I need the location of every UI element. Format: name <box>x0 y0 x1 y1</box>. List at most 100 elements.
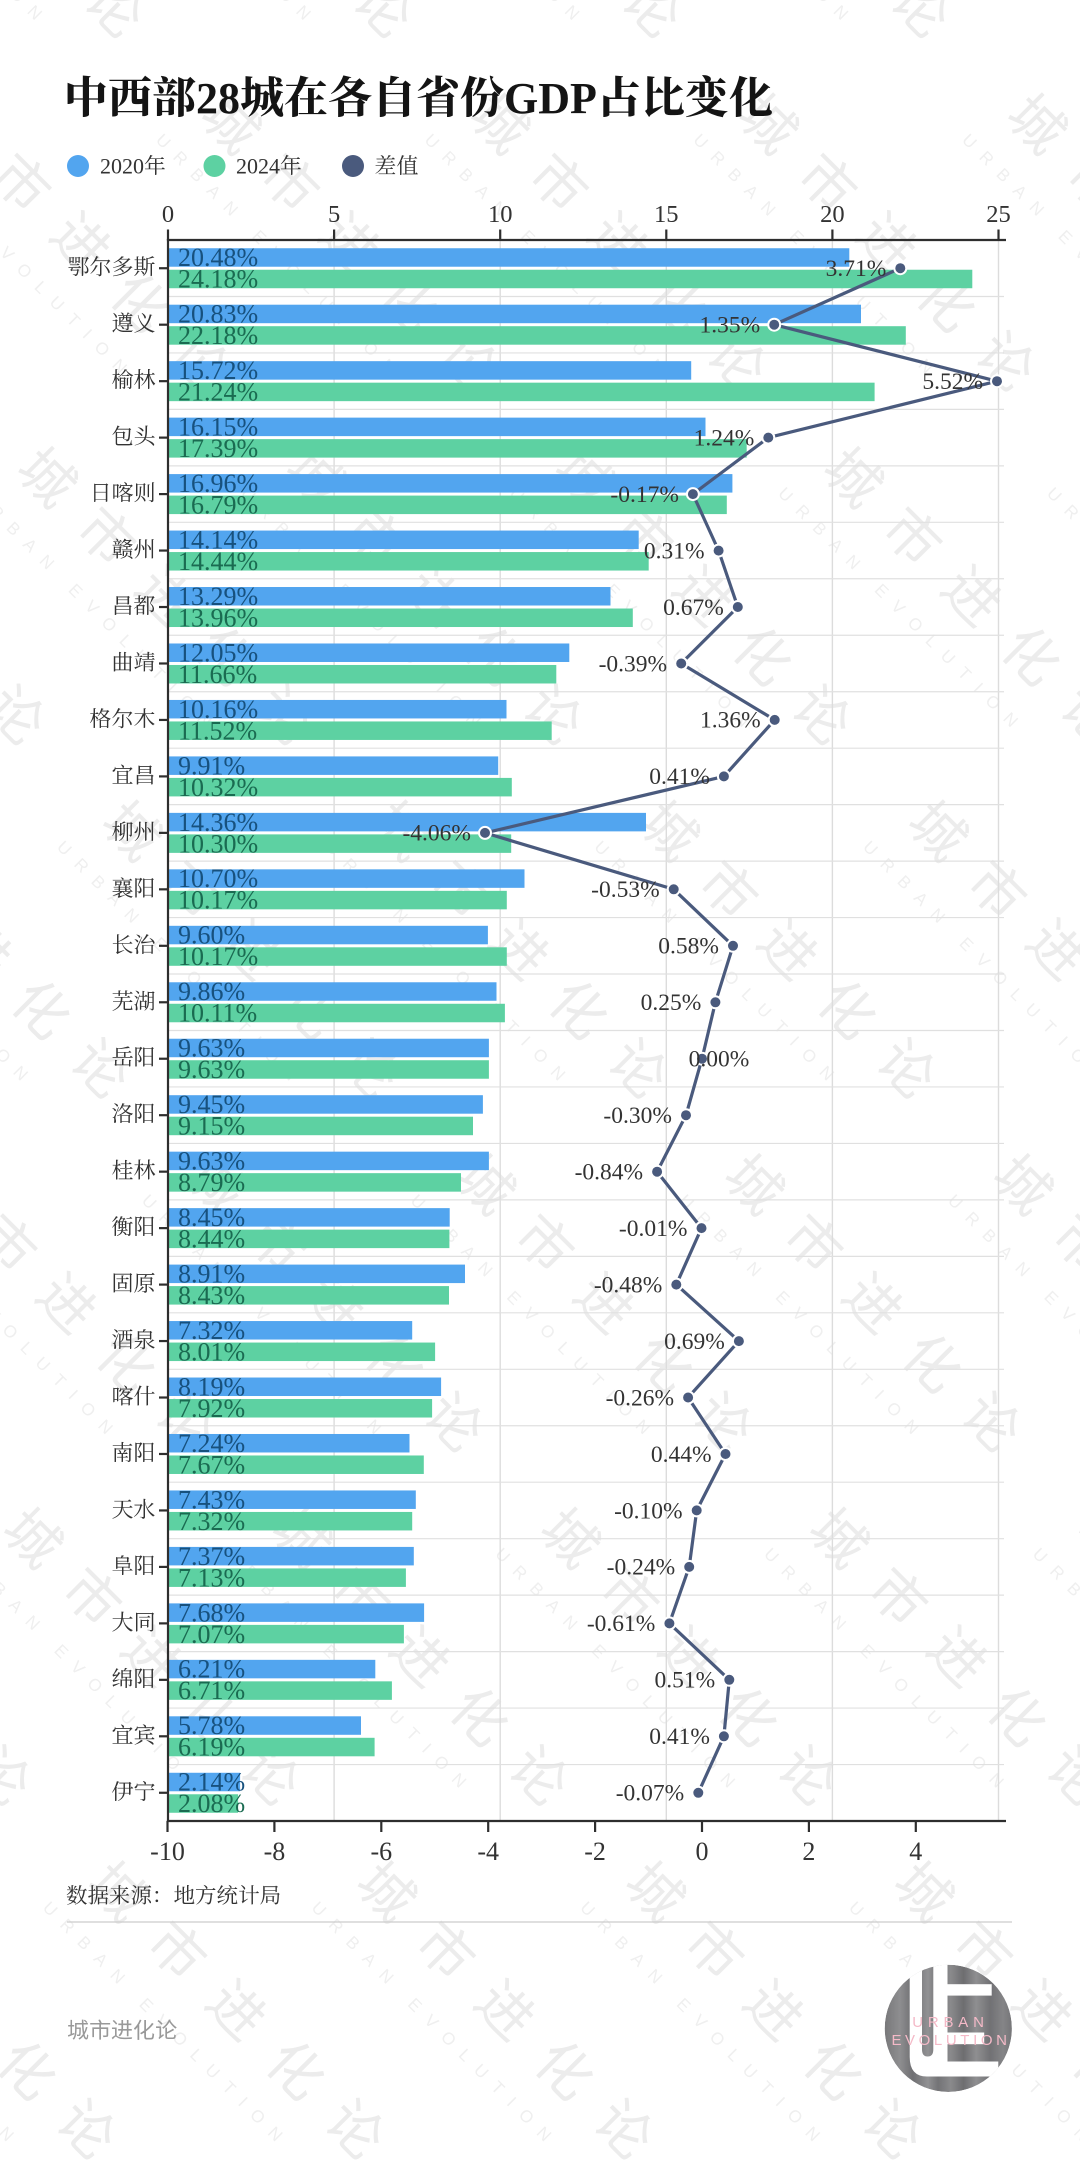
svg-text:16.79%: 16.79% <box>178 490 258 519</box>
svg-text:绵阳: 绵阳 <box>111 1662 155 1693</box>
svg-text:0: 0 <box>162 201 174 228</box>
svg-text:8.79%: 8.79% <box>178 1168 245 1197</box>
svg-text:9.60%: 9.60% <box>178 921 245 950</box>
svg-text:-0.53%: -0.53% <box>591 877 660 903</box>
svg-text:岳阳: 岳阳 <box>111 1041 155 1072</box>
svg-text:-0.10%: -0.10% <box>614 1498 683 1524</box>
svg-text:-10: -10 <box>150 1837 185 1866</box>
svg-text:天水: 天水 <box>111 1493 155 1524</box>
svg-text:6.21%: 6.21% <box>178 1655 245 1684</box>
svg-text:0.67%: 0.67% <box>663 595 724 621</box>
svg-text:7.43%: 7.43% <box>178 1485 245 1514</box>
svg-text:8.43%: 8.43% <box>178 1281 245 1310</box>
svg-text:9.63%: 9.63% <box>178 1055 245 1084</box>
svg-text:昌都: 昌都 <box>111 590 155 621</box>
svg-text:10.16%: 10.16% <box>178 695 258 724</box>
svg-text:7.32%: 7.32% <box>178 1507 245 1536</box>
svg-text:城市进化论: 城市进化论 <box>67 2013 177 2045</box>
svg-text:0.41%: 0.41% <box>649 1724 710 1750</box>
svg-text:0.41%: 0.41% <box>649 764 710 790</box>
svg-text:6.19%: 6.19% <box>178 1733 245 1762</box>
svg-text:-0.26%: -0.26% <box>606 1385 675 1411</box>
svg-text:7.13%: 7.13% <box>178 1563 245 1592</box>
svg-text:9.91%: 9.91% <box>178 751 245 780</box>
svg-text:宜宾: 宜宾 <box>111 1719 155 1750</box>
svg-text:12.05%: 12.05% <box>178 638 258 667</box>
svg-text:伊宁: 伊宁 <box>111 1775 155 1806</box>
svg-text:10: 10 <box>488 201 513 228</box>
svg-text:10.17%: 10.17% <box>178 942 258 971</box>
svg-text:11.66%: 11.66% <box>178 660 257 689</box>
svg-text:9.86%: 9.86% <box>178 977 245 1006</box>
svg-text:0: 0 <box>696 1837 709 1866</box>
svg-text:格尔木: 格尔木 <box>89 702 155 733</box>
svg-text:14.44%: 14.44% <box>178 547 258 576</box>
svg-text:7.32%: 7.32% <box>178 1316 245 1345</box>
svg-text:遵义: 遵义 <box>111 307 155 338</box>
svg-text:-0.30%: -0.30% <box>603 1103 672 1129</box>
svg-text:-0.24%: -0.24% <box>607 1555 676 1581</box>
svg-text:6.71%: 6.71% <box>178 1676 245 1705</box>
svg-text:15.72%: 15.72% <box>178 356 258 385</box>
svg-text:1.35%: 1.35% <box>699 312 760 338</box>
svg-text:1.36%: 1.36% <box>700 708 761 734</box>
svg-text:14.36%: 14.36% <box>178 808 258 837</box>
svg-text:10.17%: 10.17% <box>178 886 258 915</box>
svg-text:酒泉: 酒泉 <box>111 1324 155 1355</box>
svg-text:7.67%: 7.67% <box>178 1450 245 1479</box>
svg-text:7.68%: 7.68% <box>178 1598 245 1627</box>
svg-text:9.45%: 9.45% <box>178 1090 245 1119</box>
svg-text:固原: 固原 <box>111 1267 155 1298</box>
svg-text:南阳: 南阳 <box>111 1436 155 1467</box>
svg-text:17.39%: 17.39% <box>178 434 258 463</box>
svg-text:8.45%: 8.45% <box>178 1203 245 1232</box>
svg-text:中西部28城在各自省份GDP占比变化: 中西部28城在各自省份GDP占比变化 <box>64 62 773 126</box>
svg-text:0.31%: 0.31% <box>644 538 705 564</box>
svg-text:5.52%: 5.52% <box>922 369 983 395</box>
svg-text:5.78%: 5.78% <box>178 1711 245 1740</box>
svg-text:20.48%: 20.48% <box>178 243 258 272</box>
svg-text:2.08%: 2.08% <box>178 1789 245 1818</box>
svg-text:21.24%: 21.24% <box>178 378 258 407</box>
svg-text:9.63%: 9.63% <box>178 1034 245 1063</box>
svg-text:URBAN: URBAN <box>912 2014 989 2031</box>
svg-text:鄂尔多斯: 鄂尔多斯 <box>67 251 155 282</box>
svg-text:1.24%: 1.24% <box>694 425 755 451</box>
svg-text:大同: 大同 <box>111 1606 155 1637</box>
svg-text:柳州: 柳州 <box>111 815 155 846</box>
svg-text:EVOLUTION: EVOLUTION <box>891 2032 1010 2049</box>
svg-text:榆林: 榆林 <box>111 364 155 395</box>
svg-text:2.14%: 2.14% <box>178 1768 245 1797</box>
svg-text:7.92%: 7.92% <box>178 1394 245 1423</box>
svg-text:曲靖: 曲靖 <box>111 646 155 677</box>
svg-text:日喀则: 日喀则 <box>89 477 155 508</box>
svg-text:0.51%: 0.51% <box>655 1668 716 1694</box>
svg-text:2: 2 <box>802 1837 815 1866</box>
svg-text:10.32%: 10.32% <box>178 773 258 802</box>
svg-text:4: 4 <box>909 1837 922 1866</box>
svg-text:0.58%: 0.58% <box>658 934 719 960</box>
svg-text:-4: -4 <box>477 1837 499 1866</box>
svg-text:0.25%: 0.25% <box>641 990 702 1016</box>
svg-text:7.37%: 7.37% <box>178 1542 245 1571</box>
svg-text:8.01%: 8.01% <box>178 1337 245 1366</box>
svg-text:24.18%: 24.18% <box>178 265 258 294</box>
svg-text:5: 5 <box>328 201 340 228</box>
svg-text:10.70%: 10.70% <box>178 864 258 893</box>
svg-text:长治: 长治 <box>111 928 155 959</box>
svg-text:16.96%: 16.96% <box>178 469 258 498</box>
svg-text:7.24%: 7.24% <box>178 1429 245 1458</box>
svg-text:-0.07%: -0.07% <box>616 1781 685 1807</box>
svg-text:2020年: 2020年 <box>100 150 166 181</box>
svg-text:16.15%: 16.15% <box>178 413 258 442</box>
svg-text:25: 25 <box>986 201 1011 228</box>
svg-text:-0.61%: -0.61% <box>587 1611 656 1637</box>
svg-text:宜昌: 宜昌 <box>111 759 155 790</box>
svg-text:0.00%: 0.00% <box>689 1047 750 1073</box>
svg-text:13.96%: 13.96% <box>178 603 258 632</box>
svg-text:8.19%: 8.19% <box>178 1372 245 1401</box>
svg-text:-0.01%: -0.01% <box>619 1216 688 1242</box>
svg-text:阜阳: 阜阳 <box>111 1549 155 1580</box>
svg-text:喀什: 喀什 <box>111 1380 155 1411</box>
svg-text:衡阳: 衡阳 <box>111 1211 155 1242</box>
